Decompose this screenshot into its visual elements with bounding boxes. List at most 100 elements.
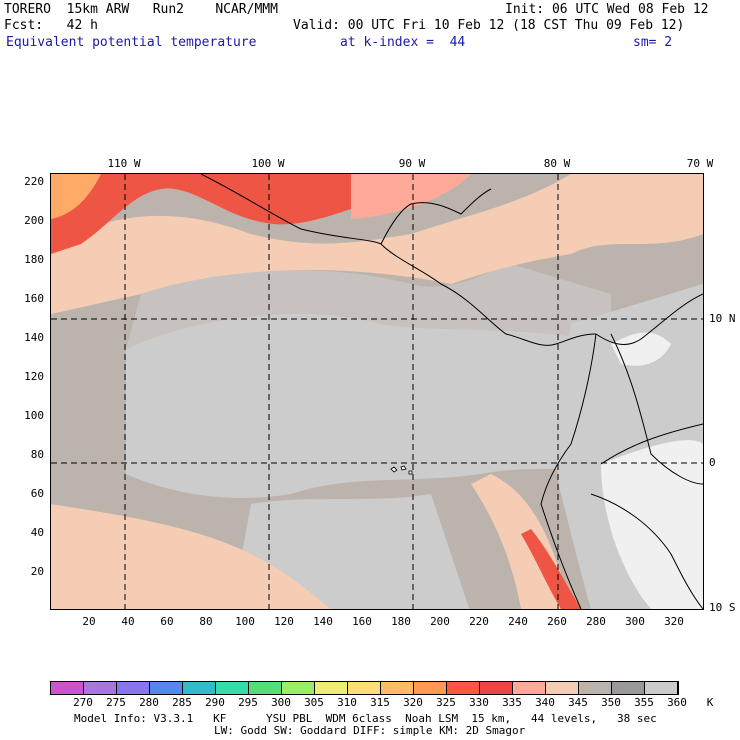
colorbar-label: 355 <box>634 696 654 709</box>
lat-lon-grid <box>51 174 703 609</box>
gray-region-north <box>126 264 611 349</box>
header-line1-left: TORERO 15km ARW Run2 NCAR/MMM <box>4 2 278 17</box>
lat-label-10s: 10 S <box>709 601 736 614</box>
y-tick: 60 <box>30 487 44 500</box>
colorbar-swatch <box>645 682 678 694</box>
model-info-line1: Model Info: V3.3.1 KF YSU PBL WDM 6class… <box>74 712 657 725</box>
coastline-south-america <box>540 293 703 609</box>
x-tick: 100 <box>235 615 255 628</box>
colorbar-label: 280 <box>139 696 159 709</box>
colorbar-label: 295 <box>238 696 258 709</box>
colorbar-swatch <box>150 682 183 694</box>
gray-region-main <box>126 313 611 498</box>
field-name: Equivalent potential temperature <box>6 35 257 50</box>
colorbar-swatch <box>381 682 414 694</box>
colorbar-swatch <box>315 682 348 694</box>
colorbar-label: 340 <box>535 696 555 709</box>
y-tick: 20 <box>30 565 44 578</box>
colorbar-label: 310 <box>337 696 357 709</box>
coastline-yucatan <box>380 188 492 245</box>
y-tick: 180 <box>24 253 44 266</box>
colorbar-swatch <box>546 682 579 694</box>
x-tick: 220 <box>469 615 489 628</box>
colorbar-swatch <box>51 682 84 694</box>
field-level: at k-index = 44 <box>340 35 466 50</box>
header-forecast-hour: Fcst: 42 h <box>4 18 98 33</box>
colorbar-label: 300 <box>271 696 291 709</box>
colorbar-swatch <box>117 682 150 694</box>
y-tick: 140 <box>24 331 44 344</box>
peach-band-south <box>51 504 331 609</box>
smoothing-label: sm= 2 <box>633 35 673 50</box>
colorbar-label: 285 <box>172 696 192 709</box>
x-tick: 120 <box>274 615 294 628</box>
y-tick: 200 <box>24 214 44 227</box>
colorbar <box>50 681 679 695</box>
colorbar-swatch <box>282 682 315 694</box>
orange-patch-nw <box>51 174 101 219</box>
x-tick: 160 <box>352 615 372 628</box>
colorbar-label: 350 <box>601 696 621 709</box>
x-tick: 180 <box>391 615 411 628</box>
colorbar-label: 270 <box>73 696 93 709</box>
lon-label-90w: 90 W <box>398 157 426 170</box>
y-tick: 80 <box>30 448 44 461</box>
lon-label-100w: 100 W <box>251 157 285 170</box>
x-tick: 80 <box>199 615 213 628</box>
header-init-time: Init: 06 UTC Wed 08 Feb 12 <box>505 2 709 17</box>
white-colombia <box>611 332 671 366</box>
peach-band-north <box>51 174 703 314</box>
lat-label-10n: 10 N <box>709 312 736 325</box>
colorbar-label: 275 <box>106 696 126 709</box>
border-lines <box>590 333 703 609</box>
y-tick: 220 <box>24 175 44 188</box>
salmon-edge-north <box>351 174 471 219</box>
colorbar-swatch <box>183 682 216 694</box>
y-tick: 160 <box>24 292 44 305</box>
lon-label-110w: 110 W <box>107 157 141 170</box>
x-tick: 300 <box>625 615 645 628</box>
y-tick: 40 <box>30 526 44 539</box>
lat-label-equator: 0 <box>709 456 716 469</box>
colorbar-swatch <box>216 682 249 694</box>
colorbar-swatch <box>84 682 117 694</box>
x-tick: 240 <box>508 615 528 628</box>
coastline-central-america <box>200 174 597 346</box>
colorbar-label: 305 <box>304 696 324 709</box>
x-tick: 280 <box>586 615 606 628</box>
x-tick: 20 <box>82 615 96 628</box>
colorbar-label: 335 <box>502 696 522 709</box>
x-tick: 200 <box>430 615 450 628</box>
x-tick: 320 <box>664 615 684 628</box>
colorbar-label: 360 <box>667 696 687 709</box>
y-tick: 100 <box>24 409 44 422</box>
x-tick: 40 <box>121 615 135 628</box>
red-coast-peru <box>521 529 581 609</box>
x-tick: 260 <box>547 615 567 628</box>
colorbar-swatch <box>612 682 645 694</box>
colorbar-label: 315 <box>370 696 390 709</box>
colorbar-swatch <box>348 682 381 694</box>
map-plot <box>50 173 704 610</box>
theta-e-field <box>51 174 703 609</box>
header-valid-time: Valid: 00 UTC Fri 10 Feb 12 (18 CST Thu … <box>293 18 685 33</box>
y-tick: 120 <box>24 370 44 383</box>
colorbar-label: 325 <box>436 696 456 709</box>
red-region-north <box>51 174 351 254</box>
colorbar-label: 345 <box>568 696 588 709</box>
colorbar-swatch <box>447 682 480 694</box>
colorbar-label: 290 <box>205 696 225 709</box>
colorbar-label: 320 <box>403 696 423 709</box>
colorbar-swatch <box>513 682 546 694</box>
model-info-line2: LW: Godd SW: Goddard DIFF: simple KM: 2D… <box>214 724 526 737</box>
colorbar-label: 330 <box>469 696 489 709</box>
colorbar-swatch <box>414 682 447 694</box>
x-tick: 60 <box>160 615 174 628</box>
lon-label-70w: 70 W <box>686 157 714 170</box>
colorbar-label: K <box>706 696 714 709</box>
colorbar-swatch <box>480 682 513 694</box>
colorbar-swatch <box>579 682 612 694</box>
lon-label-80w: 80 W <box>543 157 571 170</box>
colorbar-swatch <box>249 682 282 694</box>
x-tick: 140 <box>313 615 333 628</box>
